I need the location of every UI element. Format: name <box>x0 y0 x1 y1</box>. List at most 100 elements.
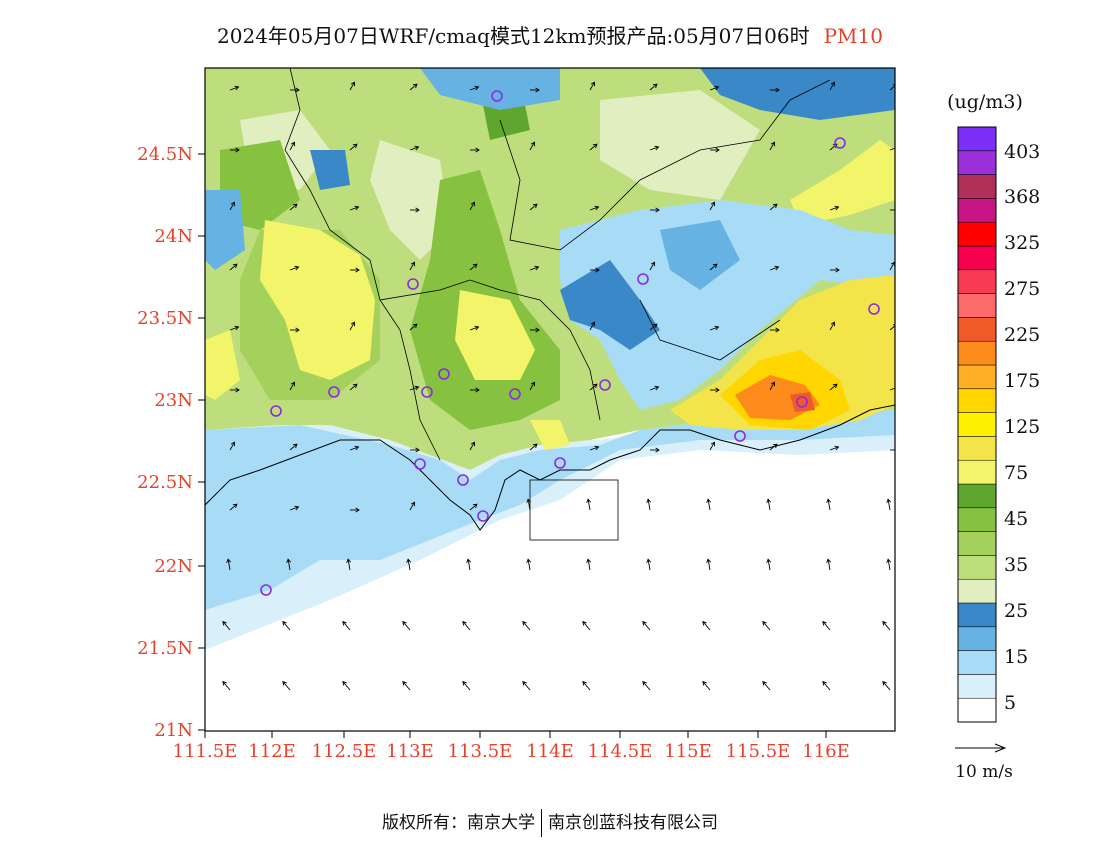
wind-arrowhead <box>472 503 478 509</box>
color-bar-swatch <box>957 293 997 318</box>
station-marker <box>637 273 649 285</box>
wind-arrowhead <box>410 261 416 267</box>
wind-arrow <box>529 266 539 271</box>
wind-arrowhead <box>830 321 836 327</box>
wind-arrow <box>642 621 651 631</box>
wind-arrow <box>347 559 351 571</box>
wind-arrow <box>829 206 839 211</box>
wind-arrow <box>829 446 839 451</box>
wind-reference-label: 10 m/s <box>955 762 1013 782</box>
wind-arrow <box>227 559 231 571</box>
wind-arrowhead <box>770 141 776 147</box>
color-bar-label: 15 <box>1004 646 1028 668</box>
field-225-275 <box>790 392 815 412</box>
color-bar-label: 368 <box>1004 186 1040 208</box>
color-bar-swatch <box>957 221 997 247</box>
wind-arrowhead <box>652 323 658 329</box>
wind-arrowhead <box>706 558 712 564</box>
wind-arrowhead <box>830 81 836 87</box>
wind-arrowhead <box>526 498 532 504</box>
station-marker <box>457 474 469 486</box>
wind-arrowhead <box>775 87 780 93</box>
wind-arrowhead <box>355 267 360 273</box>
wind-arrow <box>709 86 719 91</box>
wind-arrowhead <box>535 87 540 93</box>
wind-reference-arrowhead <box>994 743 1007 753</box>
wind-arrowhead <box>896 448 899 452</box>
wind-arrowhead <box>354 205 360 211</box>
wind-arrow <box>469 201 475 211</box>
field-75-125-ne <box>790 140 895 225</box>
wind-arrow <box>647 559 651 571</box>
field-25-35-b <box>600 90 760 200</box>
wind-arrowhead <box>230 201 236 207</box>
wind-arrowhead <box>766 558 772 564</box>
field-ne-blue <box>700 68 895 120</box>
wind-arrowhead <box>834 205 840 211</box>
color-bar-swatch <box>957 174 997 199</box>
wind-arrow <box>529 141 535 151</box>
wind-arrow <box>522 681 531 691</box>
wind-arrowhead <box>710 201 716 207</box>
wind-arrow <box>889 85 895 91</box>
wind-arrowhead <box>355 507 360 513</box>
wind-arrow <box>289 266 299 271</box>
color-bar-swatch <box>957 364 997 390</box>
wind-arrowhead <box>475 147 480 153</box>
station-marker <box>438 368 450 380</box>
wind-arrowhead <box>295 87 300 93</box>
wind-arrowhead <box>350 81 356 87</box>
color-bar <box>957 126 997 723</box>
wind-arrow <box>589 321 595 331</box>
wind-arrowhead <box>474 85 480 91</box>
color-bar-label: 5 <box>1004 692 1016 714</box>
wind-arrowhead <box>642 680 647 686</box>
wind-arrowhead <box>535 327 540 333</box>
station-marker <box>509 388 521 400</box>
wind-arrow <box>529 381 535 391</box>
lon-label: 115.5E <box>726 741 791 762</box>
wind-arrow <box>229 201 235 211</box>
wind-arrowhead <box>652 83 658 89</box>
color-bar-label: 275 <box>1004 278 1040 300</box>
color-bar-frame <box>957 126 997 723</box>
wind-arrowhead <box>235 147 240 153</box>
wind-arrow <box>767 499 771 511</box>
wind-arrow <box>589 206 599 211</box>
wind-arrow <box>342 621 351 631</box>
wind-arrowhead <box>286 558 292 564</box>
field-15-25-east <box>560 200 895 410</box>
wind-arrowhead <box>766 498 772 504</box>
lon-label: 113.5E <box>448 741 513 762</box>
wind-arrowhead <box>655 207 660 213</box>
wind-arrow <box>589 81 595 91</box>
wind-arrow <box>589 143 598 151</box>
lat-label: 24N <box>154 226 193 247</box>
wind-arrowhead <box>470 201 476 207</box>
wind-arrowhead <box>586 498 592 504</box>
wind-arrowhead <box>826 558 832 564</box>
wind-arrowhead <box>415 447 420 453</box>
wind-vectors <box>222 81 899 691</box>
province-border-c <box>379 279 601 421</box>
color-bar-swatch <box>957 626 997 651</box>
wind-arrowhead <box>232 503 238 509</box>
color-bar-swatch <box>957 650 997 675</box>
wind-arrow <box>282 621 291 631</box>
wind-arrow <box>529 443 538 451</box>
wind-arrowhead <box>702 620 707 626</box>
wind-arrowhead <box>414 145 420 151</box>
color-bar-swatch <box>957 555 997 580</box>
wind-arrow <box>469 326 479 331</box>
wind-arrow <box>762 621 771 631</box>
wind-arrow <box>282 681 291 691</box>
wind-arrow <box>709 201 715 211</box>
wind-arrowhead <box>646 558 652 564</box>
station-marker <box>599 379 611 391</box>
wind-arrow <box>229 441 235 451</box>
wind-arrowhead <box>412 323 418 329</box>
wind-arrowhead <box>592 383 598 389</box>
wind-arrowhead <box>886 558 892 564</box>
wind-arrow <box>469 263 478 271</box>
coastline <box>205 404 895 531</box>
